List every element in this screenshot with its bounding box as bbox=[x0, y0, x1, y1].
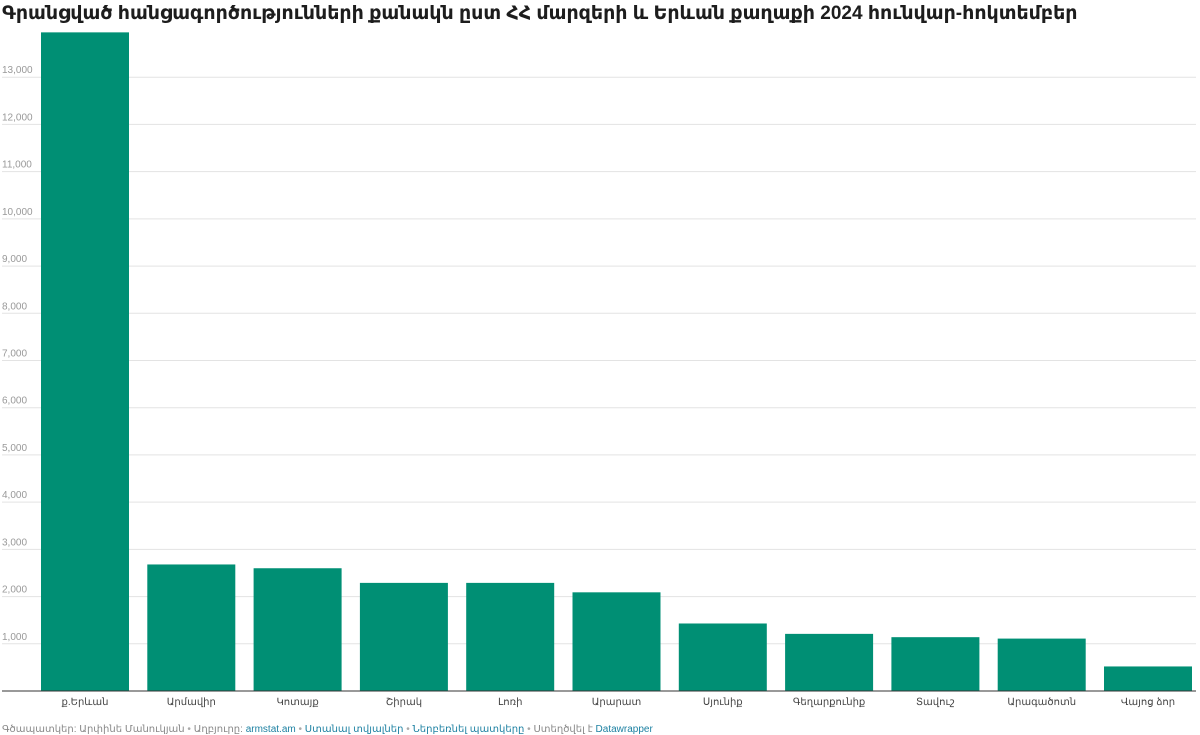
datawrapper-link[interactable]: Datawrapper bbox=[595, 724, 653, 735]
bar bbox=[678, 623, 767, 691]
bars bbox=[41, 32, 1192, 691]
bar bbox=[785, 633, 874, 691]
y-tick-label: 12,000 bbox=[2, 112, 33, 123]
y-tick-label: 4,000 bbox=[2, 490, 27, 501]
bar bbox=[359, 582, 448, 691]
download-image-link[interactable]: Ներբեռնել պատկերը bbox=[412, 724, 525, 735]
footer-separator: • bbox=[527, 724, 531, 735]
y-tick-label: 5,000 bbox=[2, 443, 27, 454]
footer-source-link[interactable]: armstat.am bbox=[245, 724, 296, 735]
y-tick-label: 7,000 bbox=[2, 349, 27, 360]
x-tick-label: Կոտայք bbox=[276, 697, 318, 708]
y-tick-label: 8,000 bbox=[2, 301, 27, 312]
footer-created-label: Ստեղծվել է bbox=[533, 724, 593, 735]
x-tick-label: ք.Երևան bbox=[62, 697, 109, 708]
y-axis-labels: 1,000 2,000 3,000 4,000 5,000 6,000 7,000 8,000… bbox=[2, 65, 33, 643]
x-tick-label: Արարատ bbox=[592, 697, 642, 708]
bar bbox=[466, 582, 555, 691]
bar bbox=[147, 564, 236, 691]
y-tick-label: 11,000 bbox=[2, 160, 32, 171]
bar bbox=[41, 32, 129, 691]
x-tick-label: Տավուշ bbox=[916, 697, 955, 708]
x-tick-label: Վայոց ձոր bbox=[1121, 697, 1175, 708]
chart-footer: Գծապատկեր: Արփինե Մանուկյան • Աղբյուրը: … bbox=[2, 724, 653, 735]
bar bbox=[572, 592, 661, 691]
bar bbox=[253, 568, 342, 691]
footer-separator: • bbox=[187, 724, 191, 735]
bar-chart: 1,000 2,000 3,000 4,000 5,000 6,000 7,000 8,000… bbox=[2, 32, 1196, 708]
chart-title: Գրանցված հանցագործությունների քանակն ըստ… bbox=[2, 3, 1078, 24]
y-tick-label: 6,000 bbox=[2, 396, 27, 407]
get-data-link[interactable]: Ստանալ տվյալներ bbox=[304, 724, 404, 735]
x-tick-label: Շիրակ bbox=[386, 697, 422, 708]
footer-separator: • bbox=[406, 724, 410, 735]
bar bbox=[1104, 666, 1192, 691]
grid-lines bbox=[2, 76, 1196, 645]
footer-separator: • bbox=[298, 724, 303, 735]
bar bbox=[997, 638, 1086, 691]
y-tick-label: 3,000 bbox=[2, 537, 27, 548]
x-tick-label: Արմավիր bbox=[167, 697, 216, 708]
y-tick-label: 13,000 bbox=[2, 65, 33, 76]
x-tick-label: Սյունիք bbox=[703, 697, 743, 708]
footer-source-label: Աղբյուրը: bbox=[193, 724, 243, 735]
footer-author: Գծապատկեր: Արփինե Մանուկյան bbox=[2, 724, 185, 735]
x-tick-label: Լոռի bbox=[498, 697, 523, 708]
x-axis-labels: ք.Երևան Արմավիր Կոտայք Շիրակ Լոռի Արարատ Սյուն… bbox=[62, 697, 1176, 708]
x-tick-label: Գեղարքունիք bbox=[793, 697, 865, 708]
y-tick-label: 2,000 bbox=[2, 585, 27, 596]
bar bbox=[891, 637, 980, 691]
y-tick-label: 9,000 bbox=[2, 254, 27, 265]
x-tick-label: Արագածոտն bbox=[1007, 697, 1076, 708]
y-tick-label: 1,000 bbox=[2, 632, 27, 643]
y-tick-label: 10,000 bbox=[2, 207, 33, 218]
